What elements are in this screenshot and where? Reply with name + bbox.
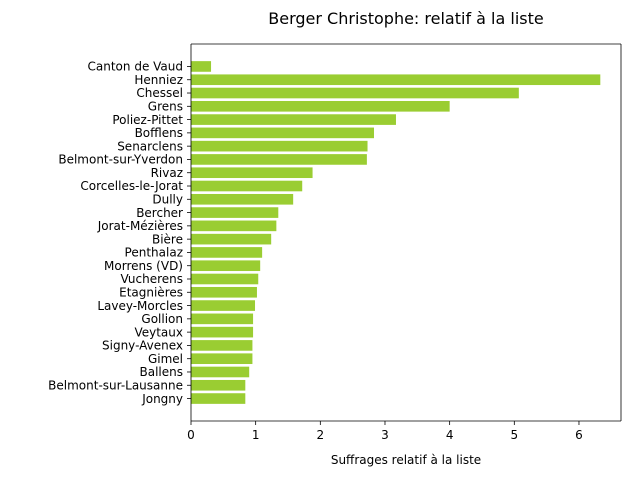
y-tick-label: Jongny xyxy=(141,392,183,406)
y-tick-label: Signy-Avenex xyxy=(102,339,183,353)
y-tick-label: Jorat-Mézières xyxy=(97,219,183,233)
y-tick-label: Belmont-sur-Yverdon xyxy=(58,153,183,167)
y-tick-label: Canton de Vaud xyxy=(88,60,183,74)
y-tick-label: Penthalaz xyxy=(125,246,183,260)
axes-frame xyxy=(190,43,622,422)
bar-corcelles-le-jorat xyxy=(191,180,303,192)
y-tick-label: Corcelles-le-Jorat xyxy=(80,179,183,193)
y-tick-label: Gimel xyxy=(148,352,183,366)
y-tick-label: Chessel xyxy=(136,86,183,100)
y-tick-label: Grens xyxy=(148,100,183,114)
bar-etagni-res xyxy=(191,286,257,298)
y-tick-group: Canton de VaudHenniezChesselGrensPoliez-… xyxy=(48,60,191,406)
y-tick-label: Rivaz xyxy=(151,166,183,180)
x-tick-group: 0 1 2 3 4 5 6 xyxy=(187,421,583,442)
bar-chessel xyxy=(191,87,519,99)
y-tick-label: Etagnières xyxy=(119,285,183,299)
x-tick-label: 3 xyxy=(381,428,389,442)
y-tick-label: Bofflens xyxy=(135,126,183,140)
bar-lavey-morcles xyxy=(191,300,256,311)
bar-grens xyxy=(191,100,450,112)
y-tick-label: Henniez xyxy=(134,73,183,87)
y-tick-label: Lavey-Morcles xyxy=(97,299,183,313)
bar-morrens-vd xyxy=(191,260,261,272)
bar-jongny xyxy=(191,393,246,404)
bar-rivaz xyxy=(191,167,313,179)
bar-dully xyxy=(191,193,294,205)
chart-title: Berger Christophe: relatif à la liste xyxy=(268,9,543,28)
x-tick-label: 4 xyxy=(446,428,454,442)
y-tick-label: Veytaux xyxy=(134,325,183,339)
y-tick-label: Dully xyxy=(152,192,183,206)
y-tick-label: Senarclens xyxy=(117,139,183,153)
bar-gimel xyxy=(191,353,253,365)
bar-penthalaz xyxy=(191,247,263,258)
bar-senarclens xyxy=(191,140,368,152)
bar-signy-avenex xyxy=(191,340,253,351)
bar-ballens xyxy=(191,366,250,378)
bar-veytaux xyxy=(191,326,254,338)
bar-gollion xyxy=(191,313,254,325)
y-tick-label: Vucherens xyxy=(121,272,184,286)
y-tick-label: Poliez-Pittet xyxy=(112,113,183,127)
y-tick-label: Gollion xyxy=(141,312,183,326)
bars-group xyxy=(191,61,601,404)
x-tick-label: 6 xyxy=(575,428,583,442)
bar-belmont-sur-yverdon xyxy=(191,154,367,165)
x-tick-label: 2 xyxy=(317,428,325,442)
y-tick-label: Bercher xyxy=(136,206,183,220)
bar-bi-re xyxy=(191,233,272,245)
x-axis-label: Suffrages relatif à la liste xyxy=(331,453,481,467)
bar-poliez-pittet xyxy=(191,114,396,125)
bar-jorat-m-zi-res xyxy=(191,220,277,232)
bar-belmont-sur-lausanne xyxy=(191,379,246,391)
y-tick-label: Bière xyxy=(152,232,183,246)
x-tick-label: 5 xyxy=(510,428,518,442)
y-tick-label: Belmont-sur-Lausanne xyxy=(48,378,183,392)
x-tick-label: 0 xyxy=(187,428,195,442)
bar-henniez xyxy=(191,74,601,86)
y-tick-label: Morrens (VD) xyxy=(104,259,183,273)
bar-bofflens xyxy=(191,127,374,139)
bar-bercher xyxy=(191,207,279,218)
x-tick-label: 1 xyxy=(252,428,260,442)
y-tick-label: Ballens xyxy=(140,365,184,379)
bar-canton-de-vaud xyxy=(191,61,212,72)
bar-vucherens xyxy=(191,273,259,285)
